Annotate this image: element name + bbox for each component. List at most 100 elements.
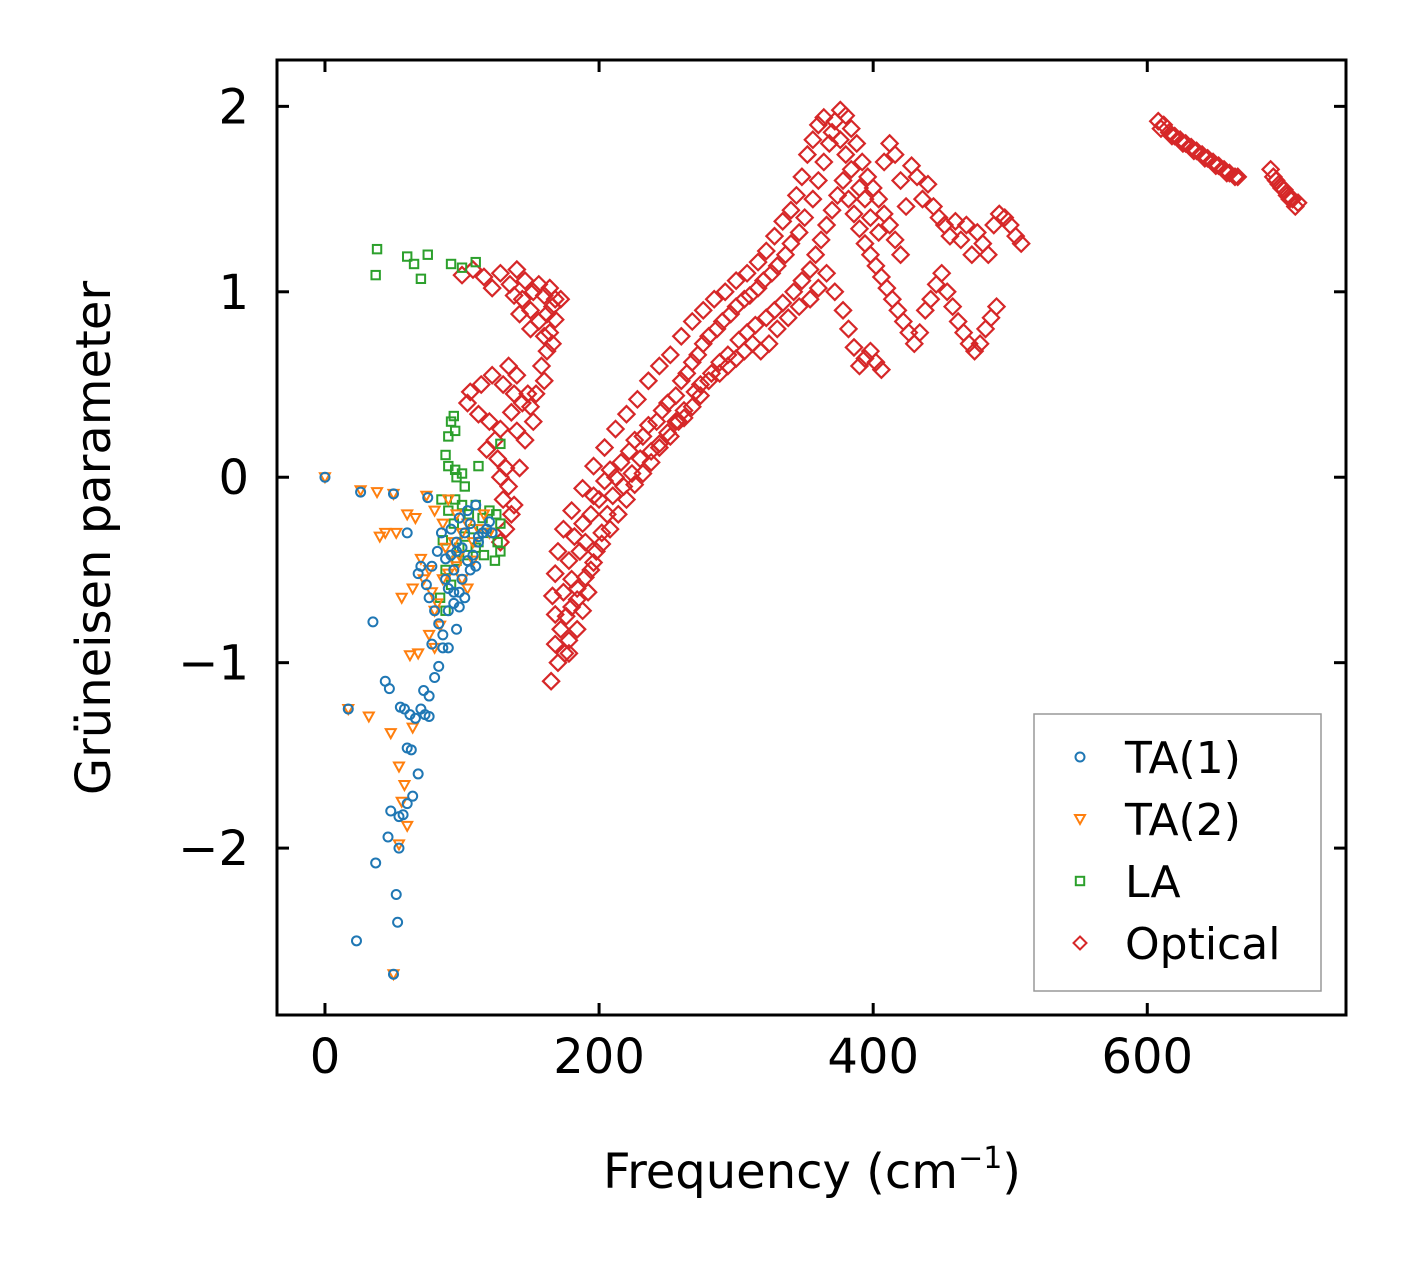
legend-label: TA(2) xyxy=(1124,795,1241,846)
data-point xyxy=(600,460,620,480)
data-point xyxy=(440,449,451,461)
data-point xyxy=(534,326,554,346)
data-point xyxy=(385,805,397,817)
data-point xyxy=(964,341,985,361)
data-point xyxy=(808,278,829,298)
data-point xyxy=(426,560,438,572)
data-point xyxy=(509,304,530,324)
data-point xyxy=(649,356,670,376)
data-point xyxy=(520,319,541,339)
data-point xyxy=(825,282,845,302)
data-point xyxy=(767,256,787,276)
data-point xyxy=(564,526,585,547)
data-point xyxy=(429,672,441,684)
data-point xyxy=(822,200,842,220)
data-point xyxy=(400,509,414,522)
data-point xyxy=(932,263,952,283)
data-point xyxy=(792,167,812,187)
data-point xyxy=(578,582,598,602)
data-point xyxy=(866,352,886,372)
data-point xyxy=(498,356,519,376)
data-point xyxy=(625,474,645,495)
data-point xyxy=(433,618,445,630)
data-point xyxy=(408,258,420,270)
data-point xyxy=(1195,148,1215,168)
data-point xyxy=(816,215,837,235)
data-point xyxy=(466,537,480,550)
data-point xyxy=(442,642,454,654)
data-point xyxy=(518,384,538,404)
data-point xyxy=(515,270,535,291)
data-point xyxy=(781,233,801,254)
data-point xyxy=(874,204,894,224)
data-point xyxy=(682,397,702,417)
data-point xyxy=(559,630,579,651)
data-point xyxy=(429,605,441,617)
data-point xyxy=(477,509,491,522)
data-point xyxy=(666,411,686,432)
data-point xyxy=(370,857,382,869)
y-tick-label: 2 xyxy=(218,79,249,135)
data-point xyxy=(885,230,905,250)
data-point xyxy=(405,583,420,596)
data-point xyxy=(803,130,823,150)
data-point xyxy=(504,285,524,306)
data-point xyxy=(649,434,670,454)
data-point xyxy=(495,546,506,557)
legend-item: TA(2) xyxy=(1073,795,1241,846)
data-point xyxy=(572,478,593,499)
data-point xyxy=(545,289,565,309)
data-point xyxy=(737,263,757,283)
data-point xyxy=(390,888,402,900)
data-point xyxy=(970,334,990,354)
data-point xyxy=(319,471,331,483)
data-point xyxy=(496,519,516,539)
data-point xyxy=(548,541,568,562)
data-point xyxy=(437,642,449,654)
y-tick-label: 1 xyxy=(218,265,249,321)
x-tick-label: 200 xyxy=(553,1029,645,1085)
data-point xyxy=(868,222,889,243)
data-point xyxy=(490,263,511,283)
data-point xyxy=(841,118,861,139)
data-point xyxy=(430,598,445,611)
data-point xyxy=(408,513,423,526)
data-point xyxy=(1228,167,1248,187)
data-point xyxy=(409,712,421,724)
data-point xyxy=(745,315,765,335)
data-point xyxy=(418,684,430,696)
data-point xyxy=(592,523,612,543)
data-point xyxy=(537,341,557,361)
data-point xyxy=(907,167,927,187)
data-point xyxy=(792,270,812,291)
data-point xyxy=(784,282,804,302)
data-point xyxy=(978,245,998,265)
data-point xyxy=(849,356,870,376)
data-point xyxy=(470,256,481,268)
data-point xyxy=(449,561,464,574)
data-point xyxy=(545,309,565,330)
data-point xyxy=(495,438,506,450)
data-point xyxy=(836,105,856,126)
data-point xyxy=(720,304,741,324)
data-point xyxy=(641,452,661,473)
data-point xyxy=(962,245,982,265)
data-point xyxy=(401,527,413,539)
x-axis-label: Frequency (cm−1) xyxy=(603,1141,1021,1200)
data-point xyxy=(707,319,727,339)
data-point xyxy=(575,532,596,552)
data-point xyxy=(457,393,478,413)
data-point xyxy=(423,592,435,604)
data-point xyxy=(600,519,620,539)
data-point xyxy=(847,133,867,154)
data-point xyxy=(1217,163,1237,183)
data-point xyxy=(370,269,381,281)
data-point xyxy=(682,311,702,332)
data-point xyxy=(445,523,457,535)
data-point xyxy=(395,592,409,605)
data-point xyxy=(534,285,554,306)
data-point xyxy=(523,411,543,432)
data-point xyxy=(989,204,1009,224)
data-point xyxy=(781,200,801,220)
data-point xyxy=(660,345,681,365)
